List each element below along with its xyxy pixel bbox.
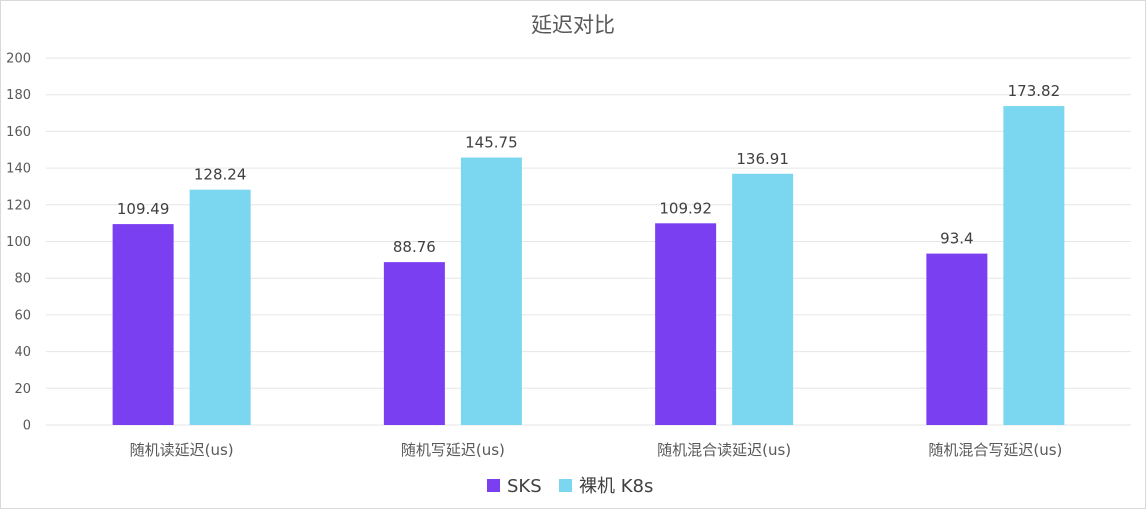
x-category-label: 随机混合写延迟(us) <box>928 441 1062 459</box>
data-label: 136.91 <box>736 150 789 168</box>
x-category-label: 随机写延迟(us) <box>401 441 505 459</box>
bars <box>112 106 1065 426</box>
y-tick-label: 100 <box>6 235 31 250</box>
data-label: 173.82 <box>1008 82 1061 100</box>
x-axis-categories: 随机读延迟(us) 随机写延迟(us) 随机混合读延迟(us) 随机混合写延迟(us) <box>130 441 1063 459</box>
data-labels: 109.49 128.24 88.76 145.75 109.92 136.91 93.4 1… <box>117 82 1060 256</box>
y-tick-label: 180 <box>6 88 31 103</box>
legend: SKS 裸机 K8s <box>487 476 653 497</box>
x-category-label: 随机读延迟(us) <box>130 441 234 459</box>
y-tick-label: 80 <box>14 272 31 287</box>
y-tick-label: 40 <box>14 345 31 360</box>
bar-k8s <box>732 173 794 425</box>
data-label: 128.24 <box>194 166 247 184</box>
bar-k8s <box>460 157 522 425</box>
bar-sks <box>926 253 988 425</box>
y-axis-ticks: 0 20 40 60 80 100 120 140 160 180 200 <box>6 52 31 434</box>
y-tick-label: 200 <box>6 52 31 67</box>
data-label: 145.75 <box>465 134 518 152</box>
y-tick-label: 20 <box>14 382 31 397</box>
data-label: 109.92 <box>659 199 712 217</box>
legend-swatch <box>487 479 500 492</box>
bar-k8s <box>1003 106 1065 426</box>
data-label: 93.4 <box>940 230 973 248</box>
bar-sks <box>383 262 445 425</box>
y-tick-label: 160 <box>6 125 31 140</box>
data-label: 88.76 <box>393 238 436 256</box>
bar-sks <box>655 223 717 425</box>
chart-title: 延迟对比 <box>531 13 615 37</box>
legend-label: SKS <box>507 476 542 497</box>
y-tick-label: 140 <box>6 162 31 177</box>
data-label: 109.49 <box>117 200 170 218</box>
bar-k8s <box>189 189 251 425</box>
legend-swatch <box>559 479 572 492</box>
legend-label: 裸机 K8s <box>579 476 653 497</box>
x-category-label: 随机混合读延迟(us) <box>657 441 791 459</box>
y-tick-label: 120 <box>6 198 31 213</box>
y-tick-label: 60 <box>14 308 31 323</box>
y-tick-label: 0 <box>23 419 31 434</box>
bar-sks <box>112 224 174 425</box>
